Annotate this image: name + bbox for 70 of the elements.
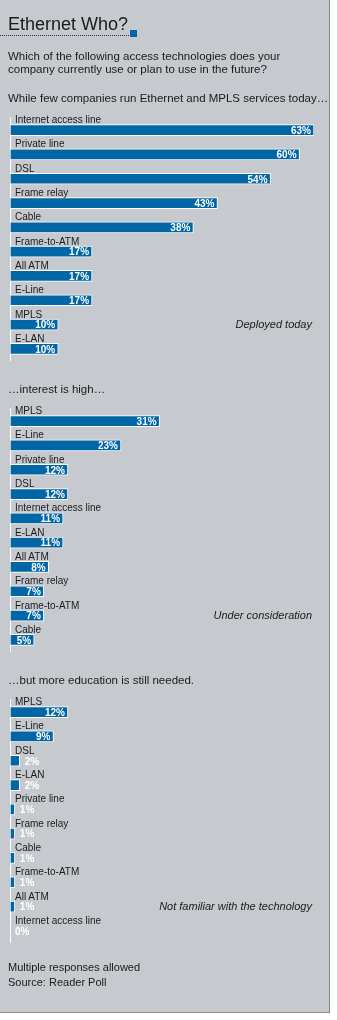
data-label: 7%: [26, 586, 41, 597]
y-tick-label: Frame relay: [15, 575, 69, 587]
data-label: 60%: [276, 149, 297, 161]
y-tick-label: Frame relay: [15, 817, 69, 829]
data-label: 11%: [40, 513, 61, 525]
data-label: 1%: [19, 804, 35, 816]
data-label: 12%: [44, 706, 66, 718]
y-tick-label: DSL: [15, 744, 35, 756]
data-label: 31%: [136, 415, 157, 427]
y-tick-label: E-LAN: [15, 526, 45, 538]
data-label: 17%: [69, 295, 90, 306]
text: Under consideration: [213, 608, 312, 621]
y-tick-label: E-Line: [15, 429, 45, 441]
y-tick-label: Frame-to-ATM: [15, 235, 80, 247]
y-tick-label: E-LAN: [15, 769, 45, 781]
data-label: 1%: [19, 852, 35, 864]
data-label: 12%: [44, 488, 66, 500]
text: …interest is high…: [8, 383, 107, 395]
data-label: 54%: [247, 173, 268, 185]
text: …but more education is still needed.: [8, 674, 196, 686]
data-label: 9%: [35, 731, 51, 743]
y-tick-label: All ATM: [15, 550, 49, 562]
chart-title: Ethernet Who?: [8, 14, 129, 35]
y-tick-label: Frame-to-ATM: [15, 866, 80, 878]
y-tick-label: E-Line: [15, 720, 45, 732]
y-tick-label: All ATM: [15, 259, 49, 271]
y-tick-label: Frame relay: [15, 187, 69, 199]
y-tick-label: Frame-to-ATM: [15, 599, 80, 611]
y-tick-label: E-Line: [15, 284, 45, 296]
annotation: Deployed today: [235, 317, 314, 330]
data-label: 12%: [44, 464, 66, 476]
data-label: 17%: [69, 270, 90, 282]
data-label: 10%: [35, 343, 56, 355]
data-label: 1%: [19, 901, 35, 913]
y-tick-label: E-LAN: [15, 332, 45, 344]
y-tick-label: Private line: [15, 453, 65, 465]
y-tick-label: MPLS: [15, 405, 43, 417]
text: Not familiar with the technology: [159, 899, 314, 912]
data-label: 2%: [24, 779, 40, 791]
y-tick-label: Internet access line: [15, 914, 102, 926]
y-tick-label: MPLS: [15, 308, 43, 320]
data-label: 17%: [69, 246, 90, 258]
y-tick-label: DSL: [15, 162, 35, 174]
data-label: 63%: [290, 124, 312, 136]
data-label: 10%: [35, 319, 56, 331]
data-label: 38%: [170, 222, 191, 234]
y-tick-label: DSL: [15, 478, 35, 490]
y-tick-label: Cable: [15, 841, 42, 853]
text: Multiple responses allowed: [8, 961, 142, 973]
data-label: 1%: [19, 828, 35, 840]
data-label: 23%: [97, 440, 119, 452]
y-tick-label: MPLS: [15, 696, 43, 708]
y-tick-label: Private line: [15, 138, 65, 150]
data-label: 7%: [26, 610, 41, 622]
y-tick-label: Internet access line: [15, 114, 102, 126]
data-label: 2%: [24, 755, 40, 767]
data-label: 0%: [15, 925, 30, 937]
y-tick-label: Private line: [15, 793, 65, 805]
data-label: 8%: [31, 561, 46, 573]
chart-subtitle: Which of the following access technologies does your company currently use or plan to use in the future?: [8, 50, 282, 76]
text: While few companies run Ethernet and MPLS services today…: [8, 92, 329, 104]
y-tick-label: Cable: [15, 623, 42, 635]
data-label: 1%: [19, 877, 35, 888]
y-tick-label: Cable: [15, 211, 42, 223]
data-label: 11%: [40, 537, 61, 549]
y-tick-label: All ATM: [15, 890, 49, 902]
y-tick-label: Internet access line: [15, 502, 102, 514]
data-label: 5%: [16, 634, 32, 646]
data-label: 43%: [194, 197, 215, 209]
source-note: Source: Reader Poll: [8, 976, 108, 988]
